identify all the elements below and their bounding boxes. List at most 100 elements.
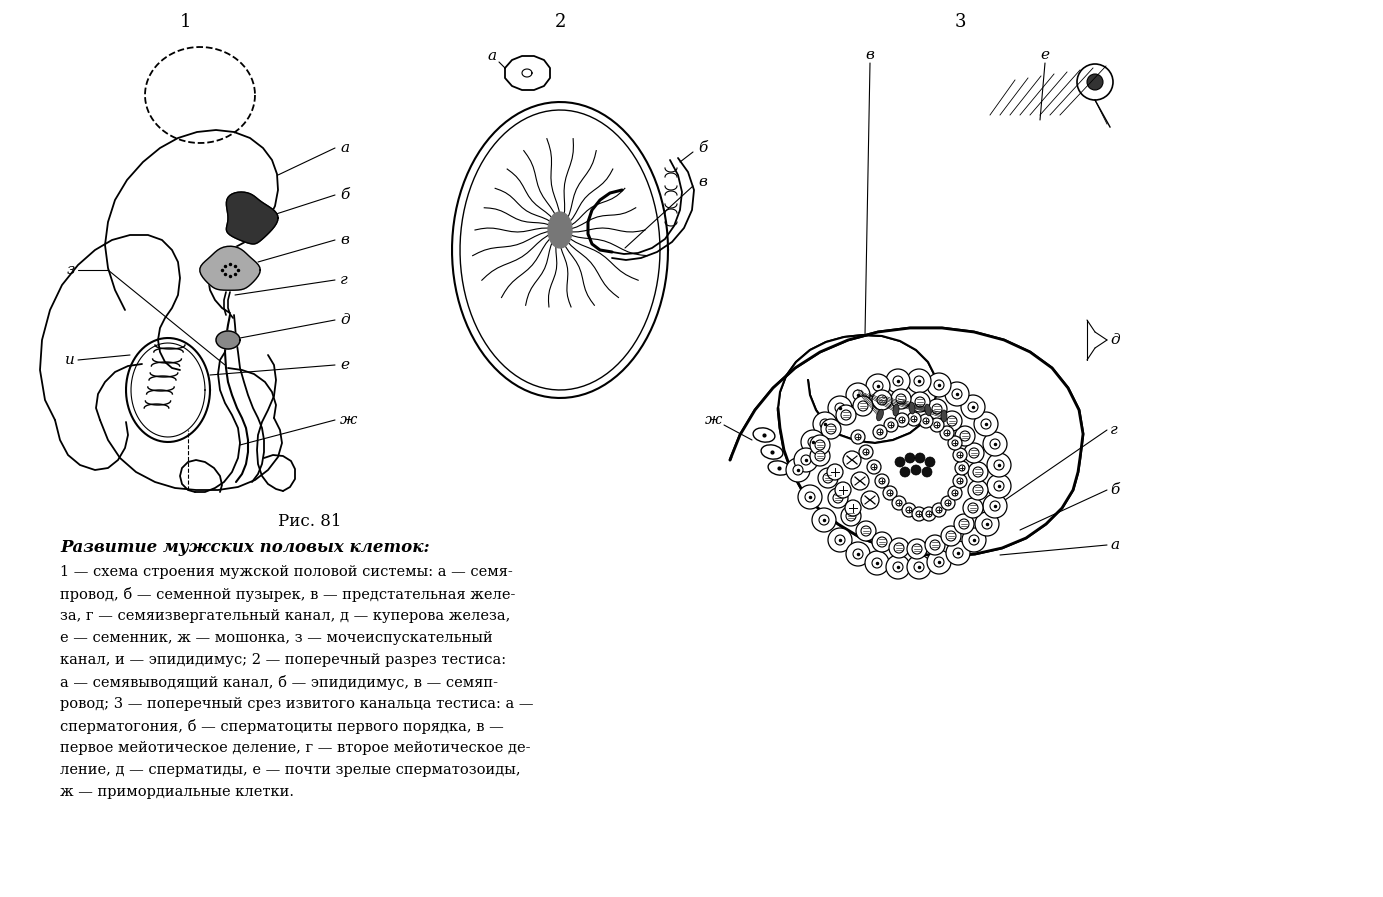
Circle shape — [952, 490, 958, 496]
Text: ж — примордиальные клетки.: ж — примордиальные клетки. — [59, 785, 295, 799]
Text: провод, б — семенной пузырек, в — предстательная желе-: провод, б — семенной пузырек, в — предст… — [59, 587, 516, 602]
Text: 2: 2 — [555, 13, 566, 31]
Polygon shape — [201, 247, 260, 291]
Circle shape — [957, 478, 963, 484]
Circle shape — [906, 507, 911, 513]
Circle shape — [819, 515, 828, 525]
Circle shape — [956, 426, 975, 446]
Circle shape — [960, 431, 969, 441]
Circle shape — [911, 507, 927, 521]
Circle shape — [841, 410, 851, 420]
Circle shape — [786, 458, 810, 482]
Text: и: и — [65, 353, 75, 367]
Circle shape — [889, 538, 909, 558]
Text: первое мейотическое деление, г — второе мейотическое де-: первое мейотическое деление, г — второе … — [59, 741, 531, 755]
Circle shape — [947, 486, 963, 500]
Circle shape — [987, 474, 1011, 498]
Circle shape — [798, 485, 822, 509]
Circle shape — [927, 511, 932, 517]
Circle shape — [888, 422, 893, 428]
Circle shape — [987, 453, 1011, 477]
Circle shape — [864, 551, 889, 575]
Circle shape — [887, 369, 910, 393]
Text: д: д — [340, 313, 350, 327]
Circle shape — [952, 440, 958, 446]
Circle shape — [844, 451, 862, 469]
Text: а: а — [340, 141, 349, 155]
Polygon shape — [730, 328, 1083, 556]
Text: 3: 3 — [954, 13, 965, 31]
Circle shape — [934, 380, 945, 390]
Text: е: е — [1040, 48, 1050, 62]
Circle shape — [873, 558, 882, 568]
Circle shape — [981, 419, 992, 429]
Circle shape — [1087, 74, 1104, 90]
Circle shape — [867, 460, 881, 474]
Circle shape — [835, 405, 856, 425]
Circle shape — [932, 503, 946, 517]
Circle shape — [801, 455, 810, 465]
Circle shape — [990, 501, 1000, 511]
Circle shape — [968, 480, 987, 500]
Circle shape — [815, 451, 826, 461]
Text: Развитие мужских половых клеток:: Развитие мужских половых клеток: — [59, 539, 430, 556]
Circle shape — [891, 389, 911, 409]
Circle shape — [982, 519, 992, 529]
Circle shape — [877, 395, 887, 405]
Ellipse shape — [925, 405, 931, 416]
Circle shape — [953, 548, 963, 558]
Circle shape — [877, 537, 887, 547]
Circle shape — [916, 453, 925, 463]
Circle shape — [884, 418, 898, 432]
Text: 1: 1 — [180, 13, 191, 31]
Circle shape — [957, 452, 963, 458]
Circle shape — [893, 376, 903, 386]
Circle shape — [968, 402, 978, 412]
Circle shape — [927, 399, 947, 419]
Circle shape — [863, 449, 869, 455]
Circle shape — [895, 413, 909, 427]
Text: канал, и — эпидидимус; 2 — поперечный разрез тестиса:: канал, и — эпидидимус; 2 — поперечный ра… — [59, 653, 506, 667]
Circle shape — [914, 376, 924, 386]
Circle shape — [873, 381, 882, 391]
Ellipse shape — [768, 461, 790, 475]
Circle shape — [907, 555, 931, 579]
Circle shape — [862, 491, 880, 509]
Circle shape — [794, 448, 817, 472]
Circle shape — [911, 544, 922, 554]
Circle shape — [866, 374, 891, 398]
Circle shape — [925, 535, 945, 555]
Circle shape — [853, 549, 863, 559]
Circle shape — [846, 542, 870, 566]
Circle shape — [947, 436, 963, 450]
Circle shape — [983, 432, 1007, 456]
Text: д: д — [1111, 333, 1120, 347]
Text: а: а — [1111, 538, 1119, 552]
Ellipse shape — [909, 402, 916, 414]
Polygon shape — [452, 102, 668, 398]
Circle shape — [945, 430, 950, 436]
Circle shape — [975, 512, 999, 536]
Circle shape — [895, 457, 904, 467]
Circle shape — [896, 500, 902, 506]
Circle shape — [954, 514, 974, 534]
Text: ж: ж — [704, 413, 722, 427]
Circle shape — [899, 417, 904, 423]
Circle shape — [851, 430, 864, 444]
Circle shape — [812, 508, 835, 532]
Circle shape — [910, 392, 929, 412]
Circle shape — [974, 467, 983, 477]
Circle shape — [873, 425, 887, 439]
Circle shape — [963, 498, 983, 518]
Circle shape — [880, 478, 885, 484]
Circle shape — [1077, 64, 1113, 100]
Ellipse shape — [877, 409, 884, 421]
Circle shape — [823, 473, 833, 483]
Circle shape — [853, 390, 863, 400]
Circle shape — [893, 562, 903, 572]
Circle shape — [820, 419, 830, 429]
Text: г: г — [340, 273, 347, 287]
Polygon shape — [216, 331, 241, 349]
Circle shape — [945, 500, 952, 506]
Circle shape — [958, 465, 965, 471]
